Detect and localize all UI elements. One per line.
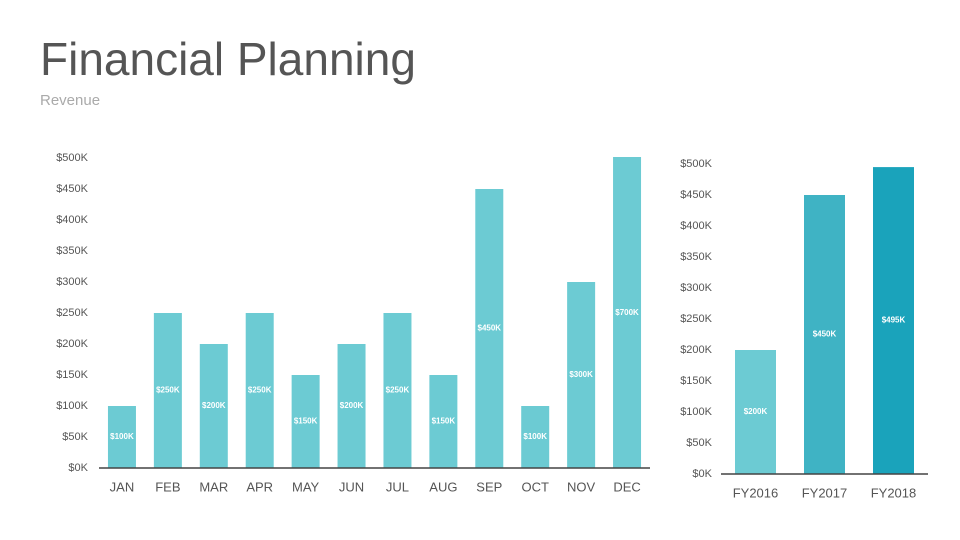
- x-tick-label: JUN: [339, 479, 364, 494]
- plot-area: [735, 167, 914, 474]
- x-tick-label: AUG: [429, 479, 457, 494]
- x-tick-label: FY2016: [733, 485, 779, 500]
- y-tick-label: $350K: [56, 245, 88, 257]
- page-title: Financial Planning: [40, 33, 416, 85]
- y-tick-label: $0K: [68, 462, 88, 474]
- y-tick-label: $50K: [686, 437, 712, 449]
- data-label: $250K: [248, 386, 272, 395]
- y-tick-label: $500K: [680, 158, 712, 170]
- data-label: $200K: [744, 407, 768, 416]
- bar: [873, 167, 914, 474]
- data-label: $300K: [569, 370, 593, 379]
- data-label: $250K: [156, 386, 180, 395]
- x-tick-label: SEP: [476, 479, 502, 494]
- bar: [475, 189, 504, 468]
- data-label: $200K: [202, 401, 226, 410]
- bar: [521, 406, 550, 468]
- data-label: $100K: [110, 432, 134, 441]
- y-tick-label: $300K: [56, 276, 88, 288]
- y-tick-label: $350K: [680, 251, 712, 263]
- x-tick-label: NOV: [567, 479, 596, 494]
- y-tick-label: $50K: [62, 431, 88, 443]
- y-tick-label: $150K: [56, 369, 88, 381]
- x-tick-label: APR: [246, 479, 273, 494]
- bar: [804, 195, 845, 474]
- x-tick-label: MAY: [292, 479, 320, 494]
- bar: [429, 375, 458, 468]
- x-tick-label: FEB: [155, 479, 180, 494]
- data-label: $100K: [523, 432, 547, 441]
- y-tick-label: $100K: [56, 400, 88, 412]
- x-tick-label: MAR: [199, 479, 228, 494]
- page-subtitle: Revenue: [40, 92, 100, 109]
- y-tick-label: $300K: [680, 282, 712, 294]
- bar: [107, 406, 136, 468]
- bar: [613, 157, 642, 468]
- data-label: $450K: [478, 324, 502, 333]
- bar: [337, 344, 366, 468]
- y-tick-label: $450K: [56, 183, 88, 195]
- plot-area: [107, 157, 642, 468]
- x-tick-label: OCT: [521, 479, 549, 494]
- y-tick-label: $400K: [680, 220, 712, 232]
- data-label: $150K: [294, 417, 318, 426]
- y-tick-label: $500K: [56, 152, 88, 164]
- bar: [291, 375, 320, 468]
- y-tick-label: $0K: [692, 468, 712, 480]
- x-tick-label: FY2017: [802, 485, 848, 500]
- data-label: $200K: [340, 401, 364, 410]
- x-tick-label: FY2018: [871, 485, 917, 500]
- y-tick-label: $200K: [680, 344, 712, 356]
- data-label: $495K: [882, 316, 906, 325]
- bar: [567, 282, 596, 468]
- y-tick-label: $400K: [56, 214, 88, 226]
- y-tick-label: $200K: [56, 338, 88, 350]
- x-tick-label: DEC: [613, 479, 640, 494]
- x-tick-label: JUL: [386, 479, 409, 494]
- x-tick-label: JAN: [110, 479, 135, 494]
- data-label: $700K: [615, 308, 639, 317]
- bar: [245, 313, 274, 468]
- data-label: $450K: [813, 330, 837, 339]
- bar: [735, 350, 776, 474]
- y-tick-label: $250K: [680, 313, 712, 325]
- data-label: $250K: [386, 386, 410, 395]
- y-tick-label: $450K: [680, 189, 712, 201]
- bar: [383, 313, 412, 468]
- bar: [153, 313, 182, 468]
- y-tick-label: $100K: [680, 406, 712, 418]
- y-tick-label: $250K: [56, 307, 88, 319]
- bar: [199, 344, 228, 468]
- data-label: $150K: [432, 417, 456, 426]
- y-tick-label: $150K: [680, 375, 712, 387]
